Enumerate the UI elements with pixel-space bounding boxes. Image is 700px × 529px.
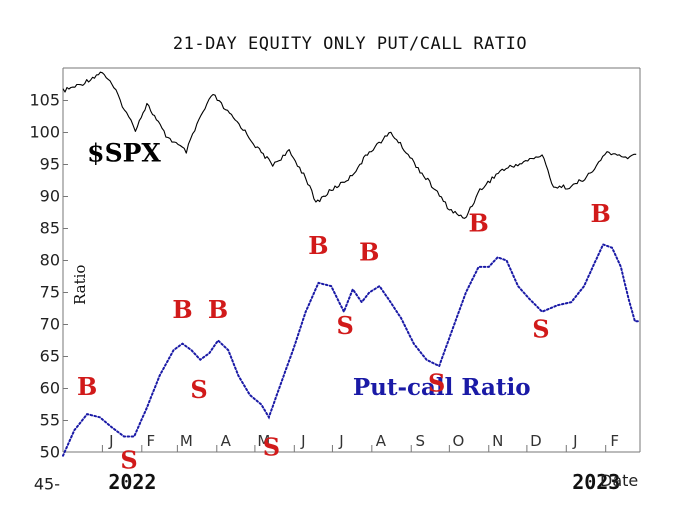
y-tick-label: 105: [29, 91, 60, 110]
buy-signal-label: B: [308, 231, 328, 260]
buy-signal-label: B: [172, 295, 192, 324]
x-month-label: D: [530, 432, 542, 450]
x-month-label: F: [610, 432, 619, 450]
y-axis: 45- 50 55 60 65 70 75 80 85 90 95 100 105: [29, 91, 68, 494]
x-month-label: J: [108, 432, 113, 450]
x-year-label: 2023: [572, 470, 620, 494]
y-tick-label: 75: [40, 283, 60, 302]
x-month-label: M: [180, 432, 193, 450]
y-tick-label: 85: [40, 219, 60, 238]
x-year-label: 2022: [108, 470, 156, 494]
buy-signal-label: B: [77, 372, 97, 401]
sell-signal-label: S: [428, 369, 445, 398]
x-month-label: M: [257, 432, 270, 450]
x-month-label: J: [572, 432, 577, 450]
y-tick-label: 65: [40, 347, 60, 366]
x-month-label: A: [221, 432, 232, 450]
sell-signal-label: S: [532, 314, 549, 343]
series-line-put-call-ratio: [62, 243, 641, 457]
buy-signal-label: B: [208, 295, 228, 324]
sell-signal-label: S: [336, 311, 353, 340]
series-line-spx: [62, 71, 637, 219]
x-month-label: J: [300, 432, 305, 450]
buy-signal-label: B: [359, 238, 379, 267]
y-axis-label: Ratio: [71, 265, 89, 305]
y-tick-label: 95: [40, 155, 60, 174]
buy-signal-label: B: [468, 209, 488, 238]
series-layer: [62, 71, 641, 457]
y-tick-label: 80: [40, 251, 60, 270]
sell-signal-label: S: [263, 433, 280, 462]
x-axis: J F M A M J J A S O N D J F 2022 2023: [101, 432, 620, 494]
y-tick-label: 100: [29, 123, 60, 142]
x-month-label: S: [415, 432, 425, 450]
sell-signal-label: S: [120, 446, 137, 475]
x-month-label: J: [338, 432, 343, 450]
plot-frame: [62, 67, 641, 453]
y-tick-label: 70: [40, 315, 60, 334]
annotation-layer: $SPX Put-call Ratio: [87, 138, 530, 401]
y-tick-label: 60: [40, 379, 60, 398]
chart-title: 21-DAY EQUITY ONLY PUT/CALL RATIO: [173, 34, 527, 54]
x-month-label: A: [376, 432, 387, 450]
put-call-ratio-annotation: Put-call Ratio: [353, 374, 531, 401]
y-tick-label: 55: [40, 411, 60, 430]
y-tick-label: 90: [40, 187, 60, 206]
buy-signal-label: B: [590, 199, 610, 228]
y-tick-label: 50: [40, 443, 60, 462]
y-tick-label: 45-: [34, 475, 60, 494]
x-axis-label: Date: [600, 471, 638, 490]
x-month-label: F: [146, 432, 155, 450]
x-month-label: N: [492, 432, 503, 450]
x-month-label: O: [452, 432, 464, 450]
spx-annotation: $SPX: [87, 138, 161, 167]
sell-signal-label: S: [190, 375, 207, 404]
